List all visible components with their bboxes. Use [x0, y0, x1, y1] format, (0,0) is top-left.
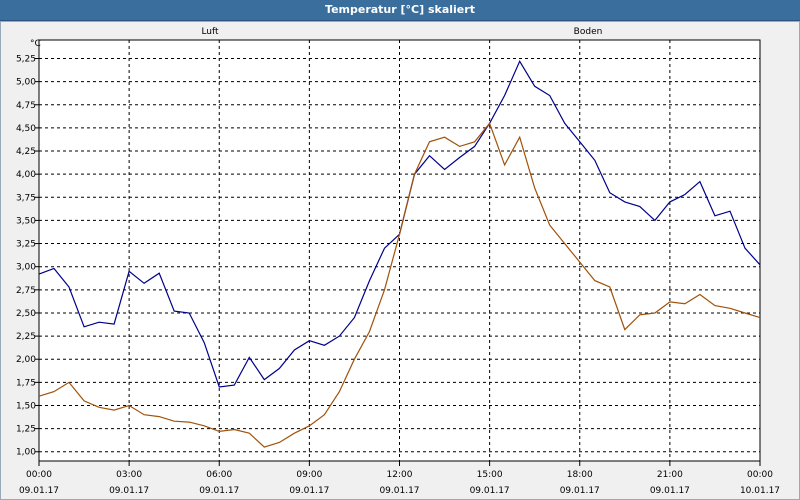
x-tick-time-label: 18:00: [567, 470, 593, 480]
x-tick-time-label: 12:00: [387, 470, 413, 480]
y-tick-label: 3,50: [16, 216, 36, 226]
y-tick-label: 1,00: [16, 448, 36, 458]
x-tick-time-label: 09:00: [296, 470, 322, 480]
chart-title: Temperatur [°C] skaliert: [325, 3, 475, 16]
y-tick-label: 2,25: [16, 332, 36, 342]
y-tick-label: 2,50: [16, 309, 36, 319]
x-tick-date-label: 09.01.17: [19, 486, 59, 496]
y-tick-label: 5,25: [16, 55, 36, 65]
x-tick-date-label: 09.01.17: [199, 486, 239, 496]
legend-boden: Boden: [574, 27, 603, 37]
y-tick-label: 2,75: [16, 286, 36, 296]
y-tick-label: 5,00: [16, 78, 36, 88]
y-tick-label: 4,75: [16, 101, 36, 111]
x-tick-date-label: 09.01.17: [289, 486, 329, 496]
x-tick-time-label: 15:00: [477, 470, 503, 480]
y-tick-label: 3,00: [16, 263, 36, 273]
y-tick-label: 3,75: [16, 193, 36, 203]
x-tick-time-label: 00:00: [26, 470, 52, 480]
x-tick-date-label: 09.01.17: [379, 486, 419, 496]
y-axis-unit-label: °C: [30, 39, 41, 49]
x-axis-ticks: 00:00 09.01.17 03:00 09.01.17 06:00 09.01.17 0…: [19, 461, 780, 496]
x-tick-date-label: 09.01.17: [560, 486, 600, 496]
y-tick-label: 4,00: [16, 170, 36, 180]
y-tick-label: 4,50: [16, 124, 36, 134]
x-tick-date-label: 10.01.17: [740, 486, 780, 496]
legend-luft: Luft: [201, 27, 219, 37]
series-lines: [38, 59, 761, 448]
y-tick-label: 3,25: [16, 240, 36, 250]
x-tick-time-label: 06:00: [206, 470, 232, 480]
chart-title-bar: Temperatur [°C] skaliert: [0, 0, 800, 21]
series-line-boden: [38, 122, 761, 448]
y-tick-label: 1,75: [16, 378, 36, 388]
y-tick-label: 4,25: [16, 147, 36, 157]
y-tick-label: 2,00: [16, 355, 36, 365]
y-tick-label: 1,50: [16, 401, 36, 411]
y-tick-label: 1,25: [16, 425, 36, 435]
x-tick-time-label: 21:00: [657, 470, 683, 480]
grid-lines: [39, 40, 760, 461]
x-tick-date-label: 09.01.17: [470, 486, 510, 496]
x-tick-date-label: 09.01.17: [650, 486, 690, 496]
x-tick-date-label: 09.01.17: [109, 486, 149, 496]
x-tick-time-label: 03:00: [116, 470, 142, 480]
x-tick-time-label: 00:00: [747, 470, 773, 480]
y-axis-ticks: 1,00 1,25 1,50 1,75 2,00 2,25 2,50 2,75 3,00 3,25…: [16, 55, 39, 458]
